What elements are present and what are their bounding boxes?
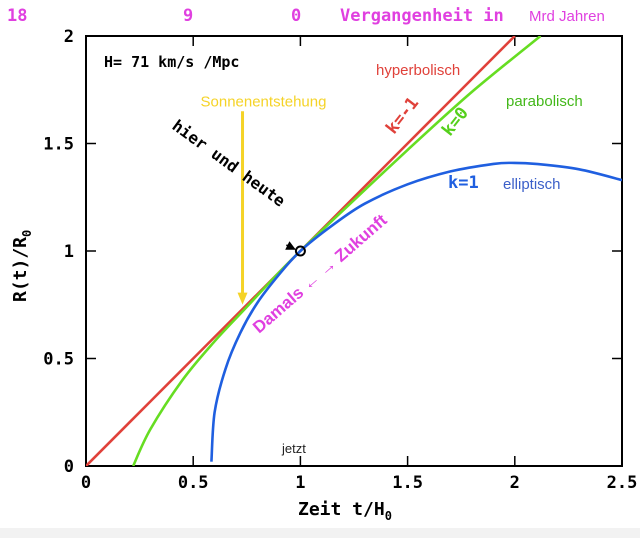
label-k-1: k=1 [448,173,479,193]
hubble-constant: H= 71 km/s /Mpc [104,53,239,71]
top-tick-0: 0 [291,6,301,26]
jetzt-label: jetzt [281,441,306,456]
y-tick-label: 0 [64,457,74,477]
sun-formation-label: Sonnenentstehung [201,93,327,110]
x-tick-label: 2 [510,473,520,493]
top-axis-unit: Mrd Jahren [529,8,605,25]
y-tick-label: 1.5 [43,135,74,155]
series-line-k-1 [210,161,622,462]
top-axis-label: Vergangenheit in [340,6,504,26]
now-marker [294,245,306,257]
label-hyperbolisch: hyperbolisch [376,62,460,79]
label-elliptisch: elliptisch [503,176,561,193]
bottom-strip [0,528,640,538]
x-axis-ticks: 0 0.5 1 1.5 2 2.5 [81,36,637,493]
top-tick-18: 18 [7,6,27,26]
x-tick-label: 1.5 [392,473,423,493]
y-axis-ticks: 0 0.5 1 1.5 2 [43,27,622,477]
x-tick-label: 1 [295,473,305,493]
x-tick-label: 0 [81,473,91,493]
label-k-minus-1: k=-1 [382,93,423,138]
y-tick-label: 0.5 [43,350,74,370]
top-tick-9: 9 [183,6,193,26]
damals-zukunft-label: Damals ← → Zukunft [249,210,391,337]
y-tick-label: 2 [64,27,74,47]
now-label: hier und heute [169,116,289,211]
y-tick-label: 1 [64,242,74,262]
x-axis-title: Zeit t/H0 [298,499,392,523]
x-tick-label: 0.5 [178,473,209,493]
label-parabolisch: parabolisch [506,93,583,110]
sun-formation-arrowhead [237,292,248,305]
y-axis-title: R(t)/R0 [10,230,34,302]
x-tick-label: 2.5 [607,473,638,493]
now-arrow [285,241,296,250]
